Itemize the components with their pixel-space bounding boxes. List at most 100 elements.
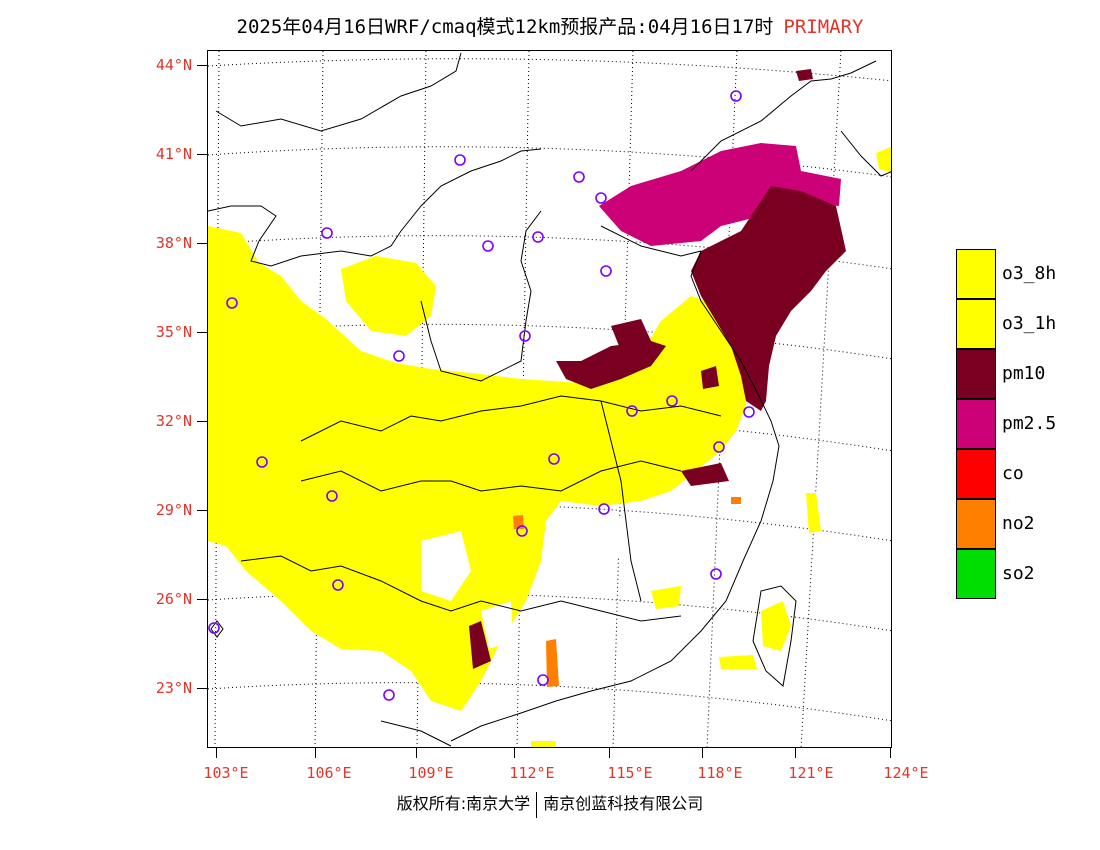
boundaries (208, 52, 891, 747)
ozone-region-ne (876, 146, 891, 173)
station-marker[interactable] (730, 90, 742, 102)
title-text: 2025年04月16日WRF/cmaq模式12km预报产品:04月16日17时 (236, 16, 774, 38)
province-line (240, 555, 682, 622)
ozone-gap (481, 601, 513, 649)
map-canvas (208, 51, 891, 747)
province-line (300, 395, 722, 442)
ozone-region-main (208, 226, 746, 711)
lat-label-38: 38°N (155, 234, 192, 252)
station-marker[interactable] (482, 240, 494, 252)
ozone-region-south (719, 655, 757, 669)
copyright-right: 南京创蓝科技有限公司 (543, 794, 704, 813)
coast-line (450, 250, 780, 742)
legend-label: pm2.5 (1002, 413, 1057, 434)
pm10-region-patch (611, 319, 651, 351)
station-marker[interactable] (393, 350, 405, 362)
lon-line (800, 51, 842, 747)
station-marker[interactable] (537, 674, 549, 686)
lon-line (314, 51, 324, 747)
station-marker[interactable] (383, 689, 395, 701)
lon-line (612, 51, 634, 747)
lat-label-26: 26°N (155, 590, 192, 608)
station-marker[interactable] (548, 453, 560, 465)
lon-label-124: 124°E (883, 764, 929, 782)
lat-label-29: 29°N (155, 501, 192, 519)
lon-tick (416, 748, 417, 758)
legend-swatch (956, 349, 996, 399)
legend-item-o3-8h: o3_8h (956, 249, 1096, 299)
coast-line (600, 225, 702, 257)
lat-label-35: 35°N (155, 323, 192, 341)
pollutant-map[interactable] (207, 50, 892, 748)
legend-label: co (1002, 463, 1024, 484)
pm25-region (599, 143, 841, 246)
pm10-region-south (681, 463, 729, 486)
no2-region (731, 497, 741, 504)
station-marker[interactable] (598, 503, 610, 515)
border-line (840, 130, 891, 177)
lat-label-41: 41°N (155, 145, 192, 163)
no2-region (546, 639, 559, 687)
station-marker[interactable] (519, 330, 531, 342)
station-marker[interactable] (226, 297, 238, 309)
ozone-region-taiwan (761, 601, 791, 651)
lon-label-115: 115°E (607, 764, 653, 782)
lon-tick (514, 748, 515, 758)
lon-label-109: 109°E (408, 764, 454, 782)
lat-tick (197, 688, 207, 689)
station-marker[interactable] (326, 490, 338, 502)
legend-item-pm25: pm2.5 (956, 399, 1096, 449)
station-markers (208, 90, 755, 701)
lon-line (516, 51, 530, 747)
pm10-region-main (691, 186, 846, 411)
lat-label-32: 32°N (155, 412, 192, 430)
legend-label: o3_8h (1002, 263, 1057, 284)
station-marker[interactable] (595, 192, 607, 204)
legend-item-co: co (956, 449, 1096, 499)
lat-line (208, 682, 891, 722)
station-marker[interactable] (208, 622, 220, 634)
station-marker[interactable] (626, 405, 638, 417)
station-marker[interactable] (713, 441, 725, 453)
station-marker[interactable] (516, 525, 528, 537)
lat-tick (197, 332, 207, 333)
station-marker[interactable] (454, 154, 466, 166)
lon-tick (609, 748, 610, 758)
legend-label: o3_1h (1002, 313, 1057, 334)
station-marker[interactable] (666, 395, 678, 407)
lon-line (416, 51, 427, 747)
lat-tick (197, 154, 207, 155)
province-line (208, 148, 542, 267)
legend-swatch (956, 499, 996, 549)
copyright-footer: 版权所有:南京大学 南京创蓝科技有限公司 (0, 790, 1100, 818)
lat-tick (197, 243, 207, 244)
copyright-left: 版权所有:南京大学 (396, 794, 531, 813)
legend-item-no2: no2 (956, 499, 1096, 549)
border-line (690, 60, 877, 172)
pm10-region-band (556, 341, 666, 389)
lon-tick (315, 748, 316, 758)
station-marker[interactable] (532, 231, 544, 243)
lon-tick (890, 748, 891, 758)
station-marker[interactable] (256, 456, 268, 468)
lat-tick (197, 65, 207, 66)
station-marker[interactable] (573, 171, 585, 183)
lat-line (208, 58, 891, 82)
legend-item-o3-1h: o3_1h (956, 299, 1096, 349)
lon-line (214, 51, 220, 747)
lat-tick (197, 510, 207, 511)
station-marker[interactable] (332, 579, 344, 591)
pm10-region-ne (796, 69, 813, 81)
lat-line (208, 323, 891, 360)
station-marker[interactable] (600, 265, 612, 277)
legend-swatch (956, 399, 996, 449)
border-line (215, 52, 462, 132)
lon-label-118: 118°E (697, 764, 743, 782)
station-marker[interactable] (710, 568, 722, 580)
lon-tick (216, 748, 217, 758)
station-marker[interactable] (321, 227, 333, 239)
station-marker[interactable] (743, 406, 755, 418)
lon-tick (795, 748, 796, 758)
legend: o3_8h o3_1h pm10 pm2.5 co no2 so2 (956, 249, 1096, 599)
pm10-layer (469, 69, 846, 669)
